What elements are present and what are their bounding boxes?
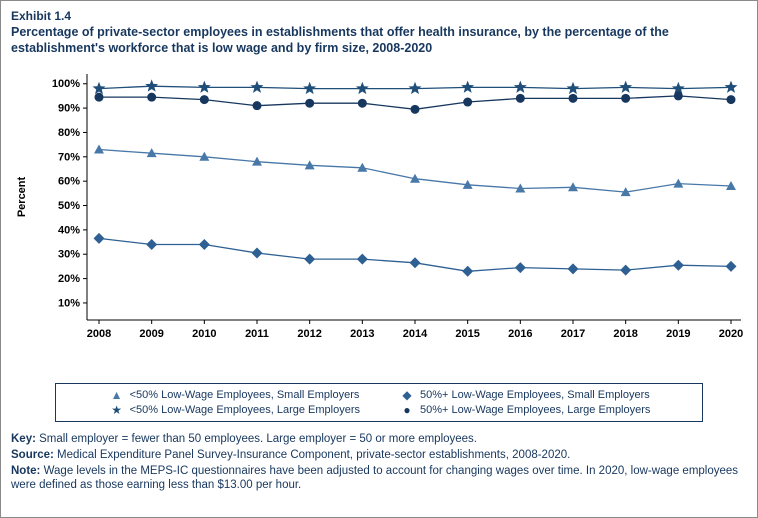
source-note: Source: Medical Expenditure Panel Survey… bbox=[11, 448, 747, 463]
note-label: Note: bbox=[11, 464, 41, 477]
legend-item-large-lt50: ★ <50% Low-Wage Employees, Large Employe… bbox=[108, 404, 360, 416]
legend-label: 50%+ Low-Wage Employees, Small Employers bbox=[420, 389, 650, 402]
svg-text:2014: 2014 bbox=[403, 328, 428, 340]
svg-text:2008: 2008 bbox=[87, 328, 111, 340]
chart-title: Percentage of private-sector employees i… bbox=[11, 25, 669, 55]
footnotes: Key: Small employer = fewer than 50 empl… bbox=[11, 432, 747, 493]
svg-text:2015: 2015 bbox=[455, 328, 479, 340]
key-note: Key: Small employer = fewer than 50 empl… bbox=[11, 432, 747, 447]
legend-label: <50% Low-Wage Employees, Large Employers bbox=[129, 404, 360, 417]
chart-legend: ▲ <50% Low-Wage Employees, Small Employe… bbox=[55, 383, 703, 423]
legend-item-small-lt50: ▲ <50% Low-Wage Employees, Small Employe… bbox=[108, 389, 360, 401]
legend-label: <50% Low-Wage Employees, Small Employers bbox=[129, 389, 360, 402]
svg-text:2020: 2020 bbox=[719, 328, 743, 340]
svg-text:20%: 20% bbox=[58, 273, 80, 285]
svg-text:50%: 50% bbox=[58, 200, 80, 212]
diamond-marker-icon: ◆ bbox=[402, 388, 412, 403]
triangle-marker-icon: ▲ bbox=[110, 388, 123, 403]
star-marker-icon: ★ bbox=[111, 403, 122, 418]
svg-text:90%: 90% bbox=[58, 103, 80, 115]
svg-text:30%: 30% bbox=[58, 249, 80, 261]
source-text: Medical Expenditure Panel Survey-Insuran… bbox=[57, 448, 571, 461]
svg-text:2010: 2010 bbox=[192, 328, 216, 340]
exhibit-number: Exhibit 1.4 bbox=[11, 9, 72, 23]
line-chart: 10% 20% 30% 40% 50% 60% 70% 80% 90% 100% 2008 2009 2… bbox=[11, 60, 747, 357]
line-chart-canvas: 10% 20% 30% 40% 50% 60% 70% 80% 90% 100% 2008 2009 2… bbox=[16, 74, 743, 340]
note-text: Wage levels in the MEPS-IC questionnaire… bbox=[11, 464, 739, 492]
chart-header: Exhibit 1.4 Percentage of private-sector… bbox=[11, 9, 747, 56]
legend-label: 50%+ Low-Wage Employees, Large Employers bbox=[420, 404, 651, 417]
svg-text:2013: 2013 bbox=[350, 328, 374, 340]
svg-text:2019: 2019 bbox=[666, 328, 690, 340]
svg-text:2009: 2009 bbox=[139, 328, 163, 340]
svg-text:100%: 100% bbox=[52, 78, 80, 90]
svg-text:2011: 2011 bbox=[245, 328, 269, 340]
svg-text:70%: 70% bbox=[58, 152, 80, 164]
key-text: Small employer = fewer than 50 employees… bbox=[39, 433, 477, 446]
svg-text:2017: 2017 bbox=[561, 328, 585, 340]
svg-text:2018: 2018 bbox=[613, 328, 637, 340]
svg-text:60%: 60% bbox=[58, 176, 80, 188]
legend-item-small-ge50: ◆ 50%+ Low-Wage Employees, Small Employe… bbox=[398, 389, 650, 401]
source-label: Source: bbox=[11, 448, 54, 461]
key-label: Key: bbox=[11, 433, 36, 446]
svg-text:Percent: Percent bbox=[16, 177, 28, 218]
svg-text:2016: 2016 bbox=[508, 328, 532, 340]
legend-item-large-ge50: ● 50%+ Low-Wage Employees, Large Employe… bbox=[398, 404, 650, 416]
svg-text:10%: 10% bbox=[58, 298, 80, 310]
circle-marker-icon: ● bbox=[403, 403, 411, 418]
note-note: Note: Wage levels in the MEPS-IC questio… bbox=[11, 464, 747, 493]
svg-text:80%: 80% bbox=[58, 127, 80, 139]
svg-text:40%: 40% bbox=[58, 225, 80, 237]
svg-text:2012: 2012 bbox=[297, 328, 321, 340]
